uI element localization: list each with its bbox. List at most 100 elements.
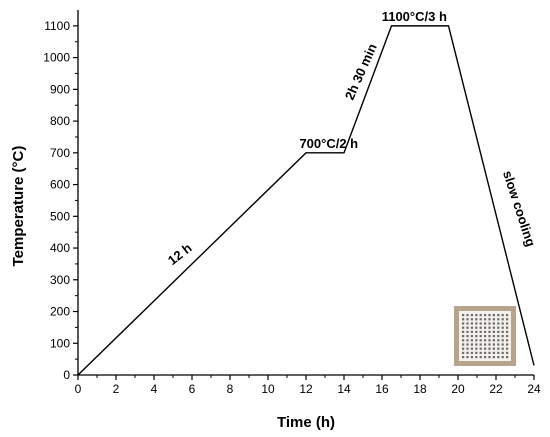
y-tick-label: 300 <box>50 273 70 287</box>
lattice-hole <box>488 343 491 346</box>
x-tick-label: 6 <box>189 382 196 396</box>
lattice-hole <box>462 318 465 321</box>
lattice-hole <box>466 356 469 359</box>
x-axis-label: Time (h) <box>277 414 335 431</box>
lattice-hole <box>475 314 478 317</box>
lattice-hole <box>497 330 500 333</box>
lattice-hole <box>488 318 491 321</box>
lattice-hole <box>484 347 487 350</box>
lattice-hole <box>470 339 473 342</box>
lattice-hole <box>484 314 487 317</box>
x-tick-label: 0 <box>75 382 82 396</box>
lattice-hole <box>466 318 469 321</box>
lattice-hole <box>506 330 509 333</box>
lattice-hole <box>492 322 495 325</box>
lattice-hole <box>497 343 500 346</box>
x-tick-label: 10 <box>261 382 275 396</box>
lattice-hole <box>488 314 491 317</box>
lattice-hole <box>488 335 491 338</box>
x-tick-label: 2 <box>113 382 120 396</box>
lattice-hole <box>492 351 495 354</box>
lattice-hole <box>470 330 473 333</box>
lattice-hole <box>501 318 504 321</box>
lattice-hole <box>506 318 509 321</box>
lattice-hole <box>479 351 482 354</box>
y-tick-label: 900 <box>50 82 70 96</box>
lattice-hole <box>466 351 469 354</box>
lattice-hole <box>484 326 487 329</box>
lattice-hole <box>479 343 482 346</box>
lattice-hole <box>492 356 495 359</box>
lattice-hole <box>497 314 500 317</box>
lattice-hole <box>475 343 478 346</box>
y-tick-label: 600 <box>50 178 70 192</box>
lattice-hole <box>497 347 500 350</box>
lattice-hole <box>462 326 465 329</box>
lattice-hole <box>462 314 465 317</box>
lattice-hole <box>475 356 478 359</box>
lattice-hole <box>475 318 478 321</box>
lattice-hole <box>501 356 504 359</box>
lattice-hole <box>466 326 469 329</box>
lattice-hole <box>470 335 473 338</box>
lattice-hole <box>475 326 478 329</box>
lattice-hole <box>462 347 465 350</box>
lattice-hole <box>501 322 504 325</box>
y-tick-label: 800 <box>50 114 70 128</box>
inset-lattice-holes <box>462 314 509 359</box>
x-tick-label: 16 <box>375 382 389 396</box>
inset-sample-photo <box>454 306 516 366</box>
lattice-hole <box>506 347 509 350</box>
lattice-hole <box>479 318 482 321</box>
lattice-hole <box>497 339 500 342</box>
lattice-hole <box>462 330 465 333</box>
lattice-hole <box>501 347 504 350</box>
lattice-hole <box>470 343 473 346</box>
lattice-hole <box>492 343 495 346</box>
lattice-hole <box>501 330 504 333</box>
lattice-hole <box>470 326 473 329</box>
lattice-hole <box>475 347 478 350</box>
lattice-hole <box>479 335 482 338</box>
lattice-hole <box>462 322 465 325</box>
lattice-hole <box>488 322 491 325</box>
y-tick-label: 700 <box>50 146 70 160</box>
lattice-hole <box>484 335 487 338</box>
y-tick-label: 1100 <box>44 19 70 33</box>
lattice-hole <box>462 335 465 338</box>
lattice-hole <box>462 356 465 359</box>
lattice-hole <box>484 330 487 333</box>
lattice-hole <box>506 326 509 329</box>
lattice-hole <box>492 335 495 338</box>
lattice-hole <box>479 322 482 325</box>
lattice-hole <box>497 351 500 354</box>
y-axis-label: Temperature (°C) <box>10 146 27 267</box>
lattice-hole <box>466 347 469 350</box>
lattice-hole <box>479 339 482 342</box>
temperature-profile-line <box>77 25 535 376</box>
lattice-hole <box>488 339 491 342</box>
lattice-hole <box>492 339 495 342</box>
x-tick-label: 14 <box>337 382 351 396</box>
x-tick-label: 8 <box>227 382 234 396</box>
lattice-hole <box>470 356 473 359</box>
lattice-hole <box>484 318 487 321</box>
annotation-label: slow cooling <box>500 169 539 249</box>
lattice-hole <box>484 356 487 359</box>
x-tick-label: 12 <box>299 382 313 396</box>
lattice-hole <box>501 314 504 317</box>
lattice-hole <box>466 343 469 346</box>
lattice-hole <box>479 314 482 317</box>
lattice-hole <box>506 314 509 317</box>
lattice-hole <box>492 318 495 321</box>
lattice-hole <box>466 335 469 338</box>
lattice-hole <box>466 339 469 342</box>
x-tick-label: 4 <box>151 382 158 396</box>
lattice-hole <box>470 322 473 325</box>
annotation-label: 12 h <box>165 240 195 268</box>
lattice-hole <box>488 330 491 333</box>
lattice-hole <box>484 343 487 346</box>
lattice-hole <box>506 322 509 325</box>
lattice-hole <box>466 314 469 317</box>
